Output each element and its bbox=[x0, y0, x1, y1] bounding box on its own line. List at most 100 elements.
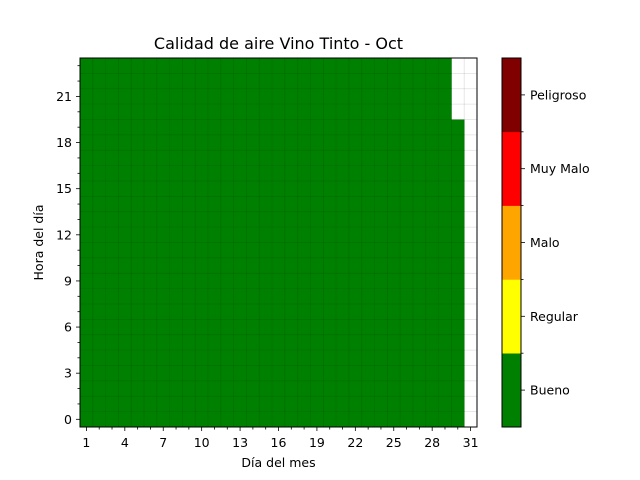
heatmap-cell bbox=[374, 350, 388, 366]
heatmap-cell bbox=[348, 257, 363, 274]
heatmap-cell bbox=[336, 365, 350, 382]
heatmap-cell bbox=[144, 257, 158, 274]
heatmap-cell bbox=[438, 257, 452, 274]
heatmap-cell bbox=[412, 58, 427, 74]
heatmap-cell bbox=[336, 257, 350, 274]
heatmap-cell bbox=[438, 227, 452, 243]
heatmap-cell bbox=[233, 380, 247, 397]
heatmap-cell bbox=[438, 411, 452, 428]
heatmap-cell bbox=[438, 196, 452, 213]
heatmap-cell bbox=[272, 104, 286, 120]
heatmap-cell bbox=[272, 334, 286, 351]
heatmap-cell bbox=[131, 242, 145, 259]
heatmap-cell bbox=[169, 288, 183, 305]
heatmap-cell bbox=[208, 242, 222, 259]
heatmap-cell bbox=[233, 396, 247, 412]
heatmap-cell bbox=[284, 181, 299, 197]
heatmap-cell bbox=[387, 257, 401, 274]
heatmap-cell bbox=[118, 257, 132, 274]
heatmap-cell bbox=[156, 196, 170, 213]
heatmap-cell bbox=[131, 257, 145, 274]
heatmap-cell bbox=[131, 165, 145, 182]
heatmap-cell bbox=[144, 365, 158, 382]
heatmap-cell bbox=[80, 181, 94, 197]
heatmap-cell bbox=[284, 150, 299, 166]
heatmap-cell bbox=[310, 411, 324, 428]
heatmap-cell bbox=[272, 304, 286, 320]
heatmap-cell bbox=[297, 334, 311, 351]
heatmap-cell bbox=[92, 227, 106, 243]
heatmap-cell bbox=[412, 380, 427, 397]
heatmap-cell bbox=[361, 396, 375, 412]
heatmap-cell bbox=[259, 88, 273, 105]
heatmap-cell bbox=[361, 411, 375, 428]
heatmap-cell bbox=[400, 165, 414, 182]
heatmap-cell bbox=[208, 134, 222, 151]
heatmap-cell bbox=[92, 242, 106, 259]
heatmap-cell bbox=[336, 380, 350, 397]
heatmap-cell bbox=[118, 104, 132, 120]
heatmap-cell bbox=[323, 165, 337, 182]
heatmap-cell bbox=[323, 196, 337, 213]
heatmap-cell bbox=[195, 150, 209, 166]
heatmap-cell bbox=[80, 273, 94, 289]
heatmap-cell bbox=[80, 380, 94, 397]
heatmap-cell bbox=[400, 365, 414, 382]
heatmap-cell bbox=[233, 119, 247, 136]
heatmap-cell bbox=[425, 334, 439, 351]
heatmap-cell bbox=[233, 104, 247, 120]
heatmap-cell bbox=[233, 288, 247, 305]
heatmap-cell bbox=[195, 165, 209, 182]
heatmap-cell bbox=[297, 257, 311, 274]
heatmap-cell bbox=[361, 380, 375, 397]
heatmap-cell bbox=[438, 396, 452, 412]
heatmap-cell bbox=[272, 196, 286, 213]
heatmap-cell bbox=[323, 350, 337, 366]
heatmap-cell bbox=[105, 242, 119, 259]
heatmap-cell bbox=[425, 73, 439, 90]
heatmap-cell bbox=[336, 350, 350, 366]
heatmap-cell bbox=[272, 380, 286, 397]
heatmap-cell bbox=[438, 88, 452, 105]
heatmap-cell bbox=[208, 411, 222, 428]
heatmap-cell bbox=[246, 73, 260, 90]
heatmap-cell bbox=[169, 304, 183, 320]
x-tick-label: 19 bbox=[309, 435, 325, 450]
heatmap-cell bbox=[361, 181, 375, 197]
heatmap-cell bbox=[323, 304, 337, 320]
heatmap-cell bbox=[220, 211, 234, 228]
heatmap-cell bbox=[297, 380, 311, 397]
heatmap-cell bbox=[323, 150, 337, 166]
heatmap-cell bbox=[92, 411, 106, 428]
x-tick-label: 13 bbox=[232, 435, 248, 450]
heatmap-cell bbox=[297, 227, 311, 243]
heatmap-cell bbox=[246, 196, 260, 213]
colorbar: Bueno Regular Malo Muy Malo Peligroso bbox=[501, 57, 590, 428]
heatmap-cell bbox=[387, 119, 401, 136]
heatmap-cell bbox=[284, 257, 299, 274]
heatmap-cell bbox=[336, 288, 350, 305]
heatmap-cell bbox=[387, 319, 401, 336]
heatmap-cell bbox=[323, 73, 337, 90]
heatmap-cell bbox=[182, 350, 196, 366]
colorbar-label: Regular bbox=[530, 309, 579, 324]
heatmap-cell bbox=[387, 273, 401, 289]
heatmap-cell bbox=[348, 88, 363, 105]
heatmap-cell bbox=[220, 380, 234, 397]
heatmap-cell bbox=[182, 242, 196, 259]
heatmap-cell bbox=[374, 134, 388, 151]
heatmap-cell bbox=[118, 365, 132, 382]
heatmap-cell bbox=[323, 104, 337, 120]
heatmap-cell bbox=[105, 73, 119, 90]
y-axis: 0 3 6 9 12 15 18 21 bbox=[56, 65, 80, 427]
heatmap-cell bbox=[310, 365, 324, 382]
heatmap-cell bbox=[284, 211, 299, 228]
heatmap-cell bbox=[374, 411, 388, 428]
heatmap-cell bbox=[297, 304, 311, 320]
heatmap-cell bbox=[387, 196, 401, 213]
heatmap-cell bbox=[336, 396, 350, 412]
heatmap-cell bbox=[220, 58, 234, 74]
heatmap-cell bbox=[131, 150, 145, 166]
heatmap-cell bbox=[336, 150, 350, 166]
heatmap-cell bbox=[400, 227, 414, 243]
